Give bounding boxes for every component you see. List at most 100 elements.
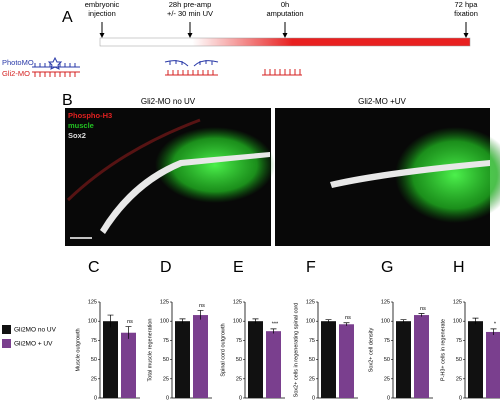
micrograph-left xyxy=(65,108,275,246)
y-tick-label: 0 xyxy=(94,395,97,401)
panel-letter: A xyxy=(62,9,73,26)
event-label: fixation xyxy=(454,9,478,18)
channel-label: Sox2 xyxy=(68,131,86,140)
panel-letter: B xyxy=(62,92,73,109)
bar xyxy=(468,321,483,398)
y-tick-label: 100 xyxy=(381,319,390,325)
y-tick-label: 125 xyxy=(233,299,242,305)
bar xyxy=(396,321,411,398)
image-title: Gli2-MO no UV xyxy=(141,97,196,106)
bar xyxy=(103,321,118,398)
y-axis-label: Total muscle regeneration xyxy=(147,319,153,382)
panel-letter: D xyxy=(160,259,172,276)
bar xyxy=(339,324,354,398)
panel-letter: F xyxy=(306,259,316,276)
y-tick-label: 100 xyxy=(233,319,242,325)
arrow-head xyxy=(187,33,193,38)
y-tick-label: 100 xyxy=(160,319,169,325)
y-tick-label: 125 xyxy=(381,299,390,305)
arrow-head xyxy=(99,33,105,38)
timeline xyxy=(99,37,471,47)
error-bar xyxy=(179,318,186,324)
y-tick-label: 100 xyxy=(453,319,462,325)
event-label: 72 hpa xyxy=(455,0,479,9)
event-label: 0h xyxy=(281,0,289,9)
y-tick-label: 50 xyxy=(384,357,390,363)
error-bar xyxy=(107,314,114,328)
event-label: embryonic xyxy=(85,0,120,9)
y-tick-label: 125 xyxy=(88,299,97,305)
significance: * xyxy=(494,321,497,327)
y-tick-label: 50 xyxy=(456,357,462,363)
construct-label: PhotoMO xyxy=(2,58,34,67)
micrograph-right xyxy=(275,108,500,246)
error-bar xyxy=(490,328,497,336)
y-tick-label: 100 xyxy=(88,319,97,325)
panel-letter: C xyxy=(88,259,100,276)
image-title: Gli2-MO +UV xyxy=(358,97,406,106)
y-tick-label: 75 xyxy=(456,338,462,344)
construct-diagram xyxy=(32,56,302,77)
legend-label: Gli2MO no UV xyxy=(14,327,57,334)
y-tick-label: 25 xyxy=(384,376,390,382)
legend-swatch xyxy=(2,325,11,334)
y-axis-label: Muscle outgrowth xyxy=(75,328,81,371)
bar xyxy=(414,315,429,398)
y-axis-label: Sox2+ cell density xyxy=(368,328,374,373)
error-bar xyxy=(270,328,277,334)
y-tick-label: 25 xyxy=(163,376,169,382)
y-tick-label: 25 xyxy=(91,376,97,382)
y-tick-label: 50 xyxy=(309,357,315,363)
y-tick-label: 25 xyxy=(236,376,242,382)
y-tick-label: 50 xyxy=(236,357,242,363)
y-tick-label: 25 xyxy=(309,376,315,382)
error-bar xyxy=(252,318,259,324)
y-tick-label: 50 xyxy=(163,357,169,363)
channel-label: muscle xyxy=(68,121,94,130)
y-tick-label: 0 xyxy=(312,395,315,401)
y-tick-label: 75 xyxy=(163,338,169,344)
significance: ns xyxy=(420,306,426,312)
legend-swatch xyxy=(2,339,11,348)
y-tick-label: 0 xyxy=(459,395,462,401)
significance: ns xyxy=(127,319,133,325)
panel-letter: H xyxy=(453,259,465,276)
y-tick-label: 0 xyxy=(239,395,242,401)
error-bar xyxy=(125,326,132,339)
panel-letter: G xyxy=(381,259,393,276)
arrow-head xyxy=(282,33,288,38)
y-tick-label: 100 xyxy=(306,319,315,325)
error-bar xyxy=(343,322,350,326)
event-label: injection xyxy=(88,9,116,18)
error-bar xyxy=(197,310,204,320)
bar xyxy=(193,315,208,398)
error-bar xyxy=(325,319,332,323)
y-tick-label: 125 xyxy=(306,299,315,305)
y-tick-label: 75 xyxy=(309,338,315,344)
significance: ns xyxy=(199,303,205,309)
bar xyxy=(321,321,336,398)
y-tick-label: 75 xyxy=(91,338,97,344)
significance: *** xyxy=(272,321,279,327)
bar xyxy=(266,331,281,398)
y-tick-label: 0 xyxy=(166,395,169,401)
event-label: 28h pre-amp xyxy=(169,0,212,9)
bar xyxy=(486,331,500,398)
y-axis-label: P-H3+ cells in regenerate xyxy=(440,319,446,381)
y-tick-label: 50 xyxy=(91,357,97,363)
bar xyxy=(121,332,136,398)
y-tick-label: 125 xyxy=(453,299,462,305)
arrow-head xyxy=(463,33,469,38)
event-label: amputation xyxy=(266,9,303,18)
y-tick-label: 25 xyxy=(456,376,462,382)
event-label: +/- 30 min UV xyxy=(167,9,213,18)
y-tick-label: 0 xyxy=(387,395,390,401)
panel-letter: E xyxy=(233,259,244,276)
error-bar xyxy=(472,317,479,325)
y-axis-label: Sox2+ cells in regenerating spinal cord xyxy=(293,303,299,398)
channel-label: Phospho-H3 xyxy=(68,111,112,120)
y-tick-label: 75 xyxy=(236,338,242,344)
bar xyxy=(248,321,263,398)
y-tick-label: 125 xyxy=(160,299,169,305)
